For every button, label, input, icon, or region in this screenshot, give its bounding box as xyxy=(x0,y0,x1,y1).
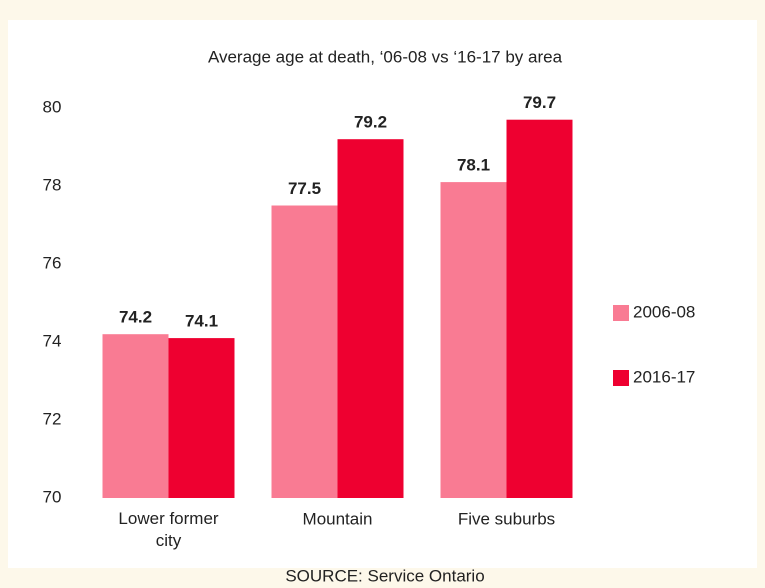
bar xyxy=(506,119,573,498)
x-tick-label: Five suburbs xyxy=(458,509,555,528)
legend-swatch xyxy=(613,370,629,386)
x-tick-label: Lower former city xyxy=(118,509,218,550)
bar xyxy=(271,205,338,498)
chart-title: Average age at death, ‘06-08 vs ‘16-17 b… xyxy=(208,47,563,66)
y-tick-label: 78 xyxy=(43,175,62,194)
value-label: 78.1 xyxy=(457,156,490,175)
value-label: 79.7 xyxy=(523,93,556,112)
x-tick-label: Mountain xyxy=(303,509,373,528)
value-label: 74.1 xyxy=(185,312,218,331)
y-tick-label: 80 xyxy=(43,97,62,116)
y-tick-label: 70 xyxy=(43,487,62,506)
value-label: 79.2 xyxy=(354,113,387,132)
legend-label: 2016-17 xyxy=(633,367,695,386)
legend-swatch xyxy=(613,305,629,321)
y-tick-label: 76 xyxy=(43,253,62,272)
bar xyxy=(168,338,235,498)
bar xyxy=(102,334,169,498)
y-tick-label: 72 xyxy=(43,409,62,428)
y-tick-label: 74 xyxy=(43,331,62,350)
value-label: 77.5 xyxy=(288,179,321,198)
value-label: 74.2 xyxy=(119,308,152,327)
legend-label: 2006-08 xyxy=(633,302,695,321)
bar xyxy=(440,182,507,498)
bar xyxy=(337,139,404,498)
source: SOURCE: Service Ontario xyxy=(285,566,484,585)
